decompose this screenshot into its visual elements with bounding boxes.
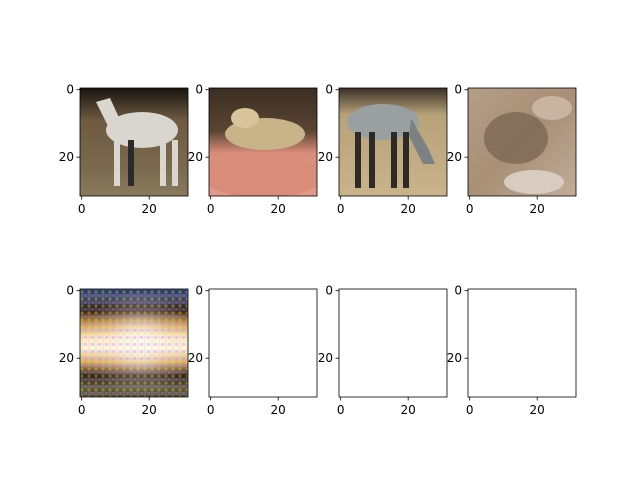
- subplot-r1c2: 0 20 0 20: [188, 83, 318, 216]
- subplot-r1c3: 0 20 0 20: [318, 83, 448, 216]
- axes-frame: [79, 288, 189, 398]
- y-tick-label: 0: [454, 284, 462, 298]
- subplot-r2c4: 0 20 0 20: [447, 284, 577, 417]
- y-tick-label: 0: [66, 83, 74, 97]
- image-content: [339, 289, 447, 397]
- y-tick-label: 0: [325, 284, 333, 298]
- y-tick-label: 20: [447, 150, 462, 164]
- image-content: [80, 88, 188, 196]
- x-tick-label: 20: [271, 403, 286, 417]
- axes-frame: [79, 87, 189, 197]
- x-tick-label: 0: [78, 202, 86, 216]
- subplot-r1c4: 0 20 0 20: [447, 83, 577, 216]
- x-tick-label: 0: [466, 403, 474, 417]
- subplot-r2c2: 0 20 0 20: [188, 284, 318, 417]
- image-content: [209, 88, 317, 196]
- axes-frame: [208, 288, 318, 398]
- y-tick-label: 0: [66, 284, 74, 298]
- x-tick-label: 0: [207, 403, 215, 417]
- image-content: [209, 289, 317, 397]
- x-tick-label: 20: [401, 202, 416, 216]
- x-tick-label: 20: [142, 202, 157, 216]
- x-tick-label: 0: [466, 202, 474, 216]
- image-content: [339, 88, 447, 196]
- y-tick-label: 20: [318, 351, 333, 365]
- x-tick-label: 0: [337, 403, 345, 417]
- image-content: [468, 289, 576, 397]
- y-tick-label: 0: [325, 83, 333, 97]
- subplot-r2c1: 0 20 0 20: [59, 284, 189, 417]
- x-tick-label: 20: [401, 403, 416, 417]
- y-tick-label: 0: [454, 83, 462, 97]
- x-tick-label: 20: [530, 403, 545, 417]
- axes-frame: [338, 87, 448, 197]
- y-tick-label: 0: [195, 83, 203, 97]
- axes-frame: [338, 288, 448, 398]
- axes-frame: [467, 288, 577, 398]
- x-tick-label: 0: [337, 202, 345, 216]
- x-tick-label: 20: [271, 202, 286, 216]
- y-tick-label: 20: [188, 351, 203, 365]
- x-tick-label: 0: [207, 202, 215, 216]
- y-tick-label: 20: [188, 150, 203, 164]
- subplot-r2c3: 0 20 0 20: [318, 284, 448, 417]
- y-tick-label: 20: [447, 351, 462, 365]
- x-tick-label: 20: [530, 202, 545, 216]
- image-content: [80, 289, 188, 397]
- image-content: [468, 88, 576, 196]
- y-tick-label: 0: [195, 284, 203, 298]
- y-tick-label: 20: [59, 150, 74, 164]
- subplot-r1c1: 0 20 0 20: [59, 83, 189, 216]
- axes-frame: [467, 87, 577, 197]
- x-tick-label: 20: [142, 403, 157, 417]
- y-tick-label: 20: [318, 150, 333, 164]
- x-tick-label: 0: [78, 403, 86, 417]
- y-tick-label: 20: [59, 351, 74, 365]
- axes-frame: [208, 87, 318, 197]
